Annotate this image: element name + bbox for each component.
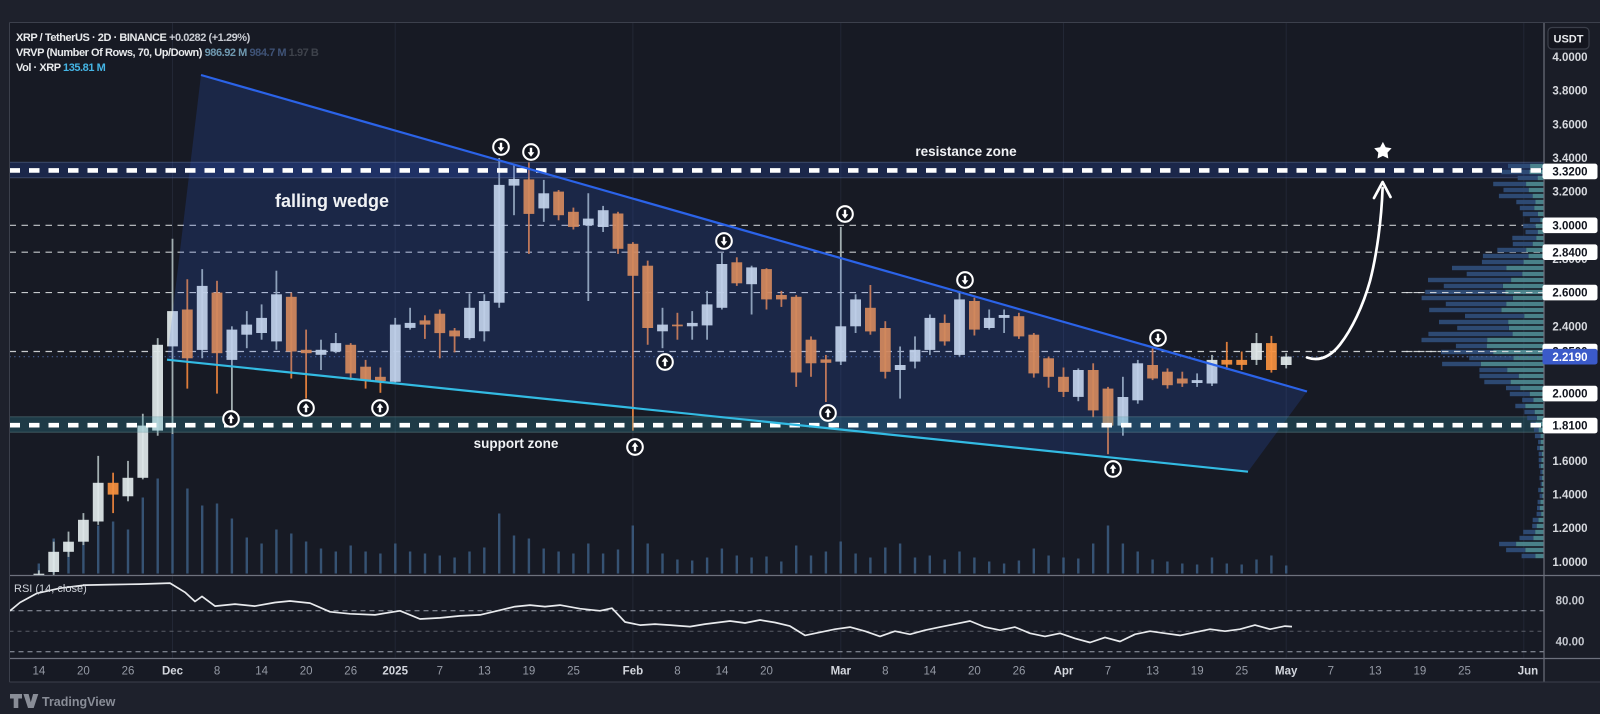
svg-text:3.3200: 3.3200 — [1552, 167, 1587, 179]
svg-text:25: 25 — [1458, 666, 1471, 678]
svg-text:14: 14 — [33, 666, 46, 678]
svg-text:resistance zone: resistance zone — [915, 144, 1017, 159]
svg-text:14: 14 — [924, 666, 937, 678]
svg-text:80.00: 80.00 — [1556, 596, 1585, 608]
svg-text:falling wedge: falling wedge — [275, 191, 389, 211]
svg-text:7: 7 — [1105, 666, 1111, 678]
svg-text:8: 8 — [882, 666, 888, 678]
svg-text:19: 19 — [1414, 666, 1427, 678]
svg-text:Dec: Dec — [162, 666, 184, 678]
svg-text:26: 26 — [1013, 666, 1026, 678]
svg-text:14: 14 — [716, 666, 729, 678]
svg-text:1.0000: 1.0000 — [1552, 557, 1587, 569]
svg-text:19: 19 — [523, 666, 536, 678]
svg-text:2.8400: 2.8400 — [1552, 247, 1587, 259]
svg-text:VRVP (Number Of Rows, 70, Up/D: VRVP (Number Of Rows, 70, Up/Down) 986.9… — [16, 47, 319, 59]
svg-text:1.8100: 1.8100 — [1552, 421, 1587, 433]
svg-text:2025: 2025 — [382, 666, 408, 678]
svg-text:4.0000: 4.0000 — [1552, 52, 1587, 64]
svg-text:Vol · XRP 135.81 M: Vol · XRP 135.81 M — [16, 62, 106, 74]
svg-text:20: 20 — [968, 666, 981, 678]
svg-text:3.4000: 3.4000 — [1552, 153, 1587, 165]
svg-text:3.8000: 3.8000 — [1552, 86, 1587, 98]
svg-text:40.00: 40.00 — [1556, 637, 1585, 649]
svg-text:13: 13 — [1146, 666, 1159, 678]
svg-text:25: 25 — [567, 666, 580, 678]
svg-text:13: 13 — [1369, 666, 1382, 678]
svg-text:1.4000: 1.4000 — [1552, 490, 1587, 502]
svg-text:Apr: Apr — [1054, 666, 1074, 678]
svg-text:2.4000: 2.4000 — [1552, 321, 1587, 333]
svg-text:3.2000: 3.2000 — [1552, 187, 1587, 199]
svg-text:XRP / TetherUS · 2D · BINANCE: XRP / TetherUS · 2D · BINANCE +0.0282 (+… — [16, 32, 251, 44]
svg-text:3.6000: 3.6000 — [1552, 119, 1587, 131]
svg-text:20: 20 — [760, 666, 773, 678]
svg-text:26: 26 — [344, 666, 357, 678]
svg-text:8: 8 — [214, 666, 220, 678]
svg-text:support zone: support zone — [474, 436, 559, 451]
svg-text:20: 20 — [77, 666, 90, 678]
svg-text:Mar: Mar — [831, 666, 852, 678]
svg-text:TradingView: TradingView — [42, 695, 116, 709]
svg-text:26: 26 — [122, 666, 135, 678]
svg-text:7: 7 — [437, 666, 443, 678]
svg-text:20: 20 — [300, 666, 313, 678]
svg-text:8: 8 — [674, 666, 680, 678]
svg-text:2.6000: 2.6000 — [1552, 288, 1587, 300]
svg-text:2.0000: 2.0000 — [1552, 389, 1587, 401]
svg-text:2.2190: 2.2190 — [1552, 352, 1587, 364]
svg-text:RSI (14, close): RSI (14, close) — [14, 583, 87, 595]
svg-text:19: 19 — [1191, 666, 1204, 678]
svg-text:USDT: USDT — [1554, 34, 1584, 46]
svg-text:14: 14 — [255, 666, 268, 678]
svg-text:3.0000: 3.0000 — [1552, 220, 1587, 232]
svg-text:25: 25 — [1235, 666, 1248, 678]
svg-text:7: 7 — [1328, 666, 1334, 678]
svg-text:1.2000: 1.2000 — [1552, 523, 1587, 535]
svg-text:1.6000: 1.6000 — [1552, 456, 1587, 468]
svg-text:Feb: Feb — [623, 666, 643, 678]
svg-text:13: 13 — [478, 666, 491, 678]
svg-text:Jun: Jun — [1518, 666, 1538, 678]
svg-text:May: May — [1275, 666, 1298, 678]
